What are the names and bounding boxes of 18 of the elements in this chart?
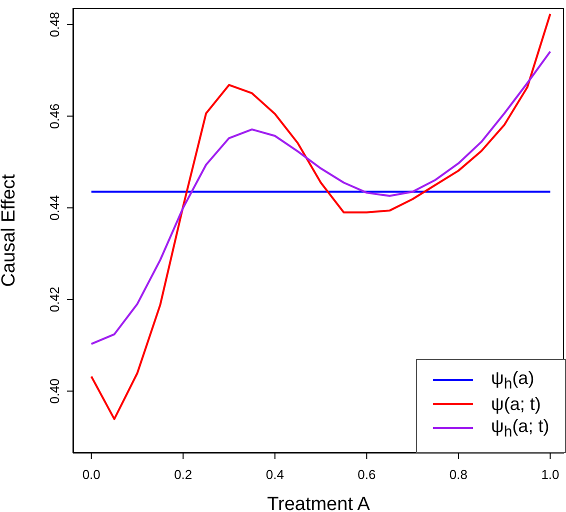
line-series xyxy=(90,12,552,420)
y-tick-label: 0.44 xyxy=(47,195,62,220)
legend-label: ψ$_{h}$(a) xyxy=(491,368,534,392)
x-tick-label: 0.4 xyxy=(266,467,284,482)
x-tick-label: 0.8 xyxy=(449,467,468,482)
legend-label: ψ(a; t) xyxy=(491,394,541,414)
y-tick-label: 0.46 xyxy=(47,104,62,129)
x-tick-label: 0.6 xyxy=(358,467,376,482)
legend-label: ψ$_{h}$(a; t) xyxy=(491,416,550,440)
x-tick-label: 0.0 xyxy=(82,467,100,482)
line-series xyxy=(90,50,552,345)
x-tick-label: 1.0 xyxy=(541,467,560,482)
x-tick-label: 0.2 xyxy=(174,467,192,482)
y-tick-label: 0.42 xyxy=(47,286,62,312)
y-tick-label: 0.40 xyxy=(47,378,62,404)
x-axis-title: Treatment A xyxy=(267,494,370,512)
y-tick-label: 0.48 xyxy=(47,12,62,38)
y-axis-title: Causal Effect xyxy=(0,173,20,287)
